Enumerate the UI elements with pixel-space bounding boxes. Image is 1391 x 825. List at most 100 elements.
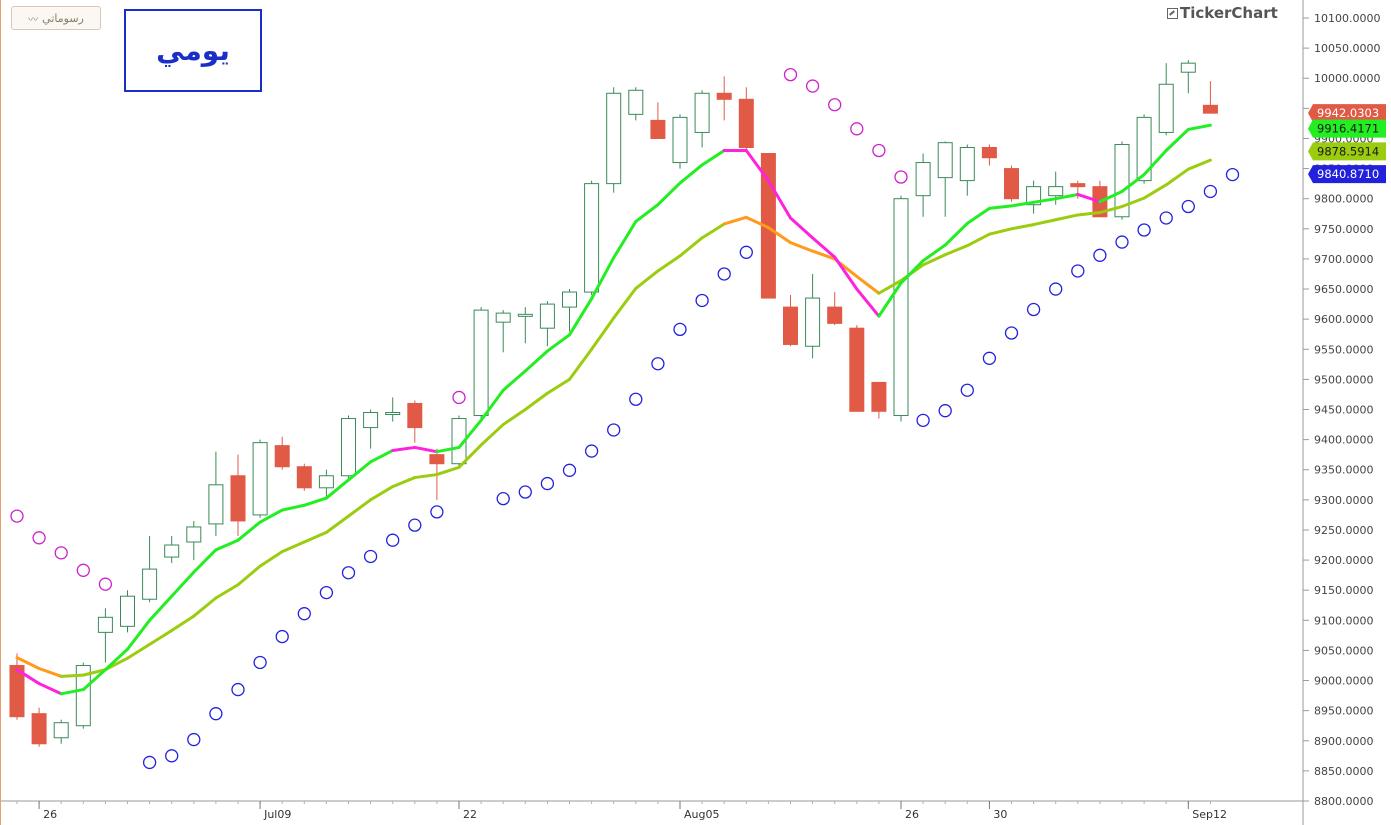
ema-fast-segment (568, 297, 594, 337)
sar-dot-below (562, 463, 577, 477)
ema-fast-segment (877, 281, 903, 318)
ema-fast-segment (987, 204, 1013, 210)
candle-up (584, 180, 600, 296)
candle-body (584, 183, 600, 293)
ema-fast-segment (899, 259, 925, 285)
ema-slow-segment (214, 583, 240, 600)
candle-body (75, 664, 91, 727)
sar-dot-below (209, 707, 223, 721)
y-tick-label: 9650.0000 (1314, 283, 1374, 296)
price-tag-label: 9878.5914 (1317, 144, 1379, 158)
ema-fast-segment (391, 445, 417, 452)
ema-fast-segment (545, 333, 571, 353)
ema-fast-segment (457, 418, 483, 449)
ema-fast-segment (37, 682, 63, 696)
ema-slow-segment (192, 596, 218, 618)
candle-body (429, 454, 445, 465)
sar-dot-below (231, 682, 245, 697)
ema-fast-segment (1054, 192, 1080, 201)
ema-slow-segment (1186, 158, 1212, 171)
candle-up (606, 87, 622, 193)
candle-body (53, 722, 69, 739)
sar-dot-below (165, 749, 179, 763)
ema-fast-segment (435, 445, 461, 454)
ema-slow-segment (1098, 205, 1124, 215)
y-axis[interactable]: 10100.000010050.000010000.00009950.00009… (1302, 0, 1380, 825)
x-tick-label: Aug05 (684, 808, 719, 821)
candle-up (1180, 60, 1196, 94)
candle-body (296, 466, 312, 489)
ema-fast-segment (789, 216, 815, 240)
ema-fast-segment (921, 243, 947, 263)
candle-up (385, 397, 401, 422)
ema-fast-segment (103, 647, 129, 672)
sar-dot-below (584, 444, 599, 458)
ema-slow-segment (678, 236, 704, 258)
candle-down (738, 87, 754, 151)
price-tag-box (1308, 119, 1386, 138)
candle-body (473, 309, 489, 417)
sar-dot-above (850, 122, 864, 136)
ema-slow-segment (921, 253, 947, 267)
sar-dot-below (739, 245, 753, 259)
candle-down (716, 76, 732, 121)
y-tick-label: 9600.0000 (1314, 313, 1374, 326)
ema-fast-segment (612, 220, 638, 260)
candle-up (694, 90, 710, 148)
sar-dot-below (982, 351, 997, 365)
ema-fast-segment (258, 508, 284, 524)
ema-fast-segment (192, 548, 218, 574)
ema-fast-segment (214, 538, 240, 552)
ema-slow-segment (656, 254, 682, 273)
sar-dot-above (54, 546, 68, 560)
sar-dot-below (341, 566, 356, 580)
price-tag: 9916.4171 (1308, 119, 1386, 138)
ema-fast-segment (700, 149, 726, 167)
y-tick-label: 9400.0000 (1314, 434, 1374, 447)
ema-slow-segment (1120, 196, 1146, 209)
candle-body (495, 312, 511, 323)
ema-fast-segment (81, 668, 107, 692)
candle-down (274, 436, 290, 470)
price-tag-label: 9942.0303 (1317, 106, 1379, 120)
ema-fast-segment (1164, 127, 1190, 153)
ema-slow-segment (789, 241, 815, 253)
candle-body (341, 418, 356, 477)
sar-dot-below (297, 607, 311, 621)
y-tick-label: 9000.0000 (1314, 675, 1374, 688)
ema-slow-segment (324, 514, 350, 534)
candle-down (31, 707, 47, 747)
price-tag-label: 9840.8710 (1317, 167, 1379, 181)
sar-dot-above (32, 531, 46, 545)
ema-slow-segment (568, 347, 594, 381)
ema-slow-segment (1076, 211, 1102, 217)
ema-slow-segment (634, 269, 660, 290)
parabolic-sar-layer (10, 67, 1240, 770)
ema-slow-segment (302, 530, 328, 544)
sar-dot-below (1115, 235, 1129, 249)
candle-body (274, 445, 290, 468)
sar-dot-below (540, 476, 555, 491)
candle-down (296, 463, 312, 491)
candle-up (208, 451, 224, 536)
ema-slow-segment (258, 550, 284, 568)
sar-dot-below (1093, 248, 1107, 262)
sar-dot-below (187, 732, 201, 747)
sar-dot-above (10, 509, 24, 523)
candle-body (363, 412, 379, 429)
ema-slow-segment (369, 485, 395, 502)
my-drawings-button[interactable]: 〰 رسوماتي (11, 6, 101, 30)
sar-dot-above (894, 170, 908, 184)
ema-fast-segment (943, 221, 969, 247)
ema-fast-segment (1010, 200, 1036, 208)
ema-fast-segment (479, 388, 505, 422)
candle-up (473, 307, 489, 419)
candle-down (650, 102, 666, 139)
x-tick-label: Jul09 (263, 808, 291, 821)
ema-slow-segment (700, 222, 726, 240)
x-axis[interactable]: 26 Jul09 22 Aug05 26 30 Sep12 (1, 800, 1303, 821)
sar-dot-below (1137, 223, 1151, 237)
ema-slow-segment (1010, 223, 1036, 231)
